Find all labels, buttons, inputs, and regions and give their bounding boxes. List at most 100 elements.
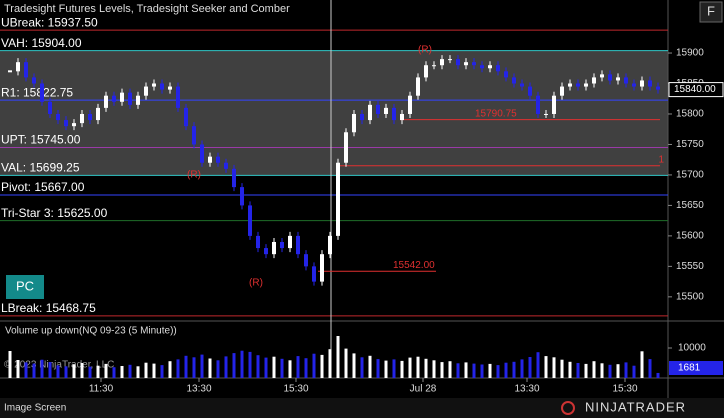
- volume-bar: [200, 354, 204, 378]
- level-label: UPT: 15745.00: [1, 133, 81, 147]
- chart-title: Tradesight Futures Levels, Tradesight Se…: [4, 3, 290, 15]
- volume-bar: [232, 353, 236, 378]
- volume-bar: [456, 363, 460, 378]
- candle: [240, 187, 244, 206]
- candle: [160, 83, 164, 90]
- last-volume-tag: [669, 361, 723, 375]
- pc-button-label[interactable]: PC: [16, 278, 34, 293]
- volume-bar: [368, 355, 372, 378]
- volume-bar: [336, 336, 340, 378]
- volume-bar: [520, 359, 524, 378]
- volume-bar: [504, 362, 508, 378]
- volume-bar: [216, 360, 220, 378]
- volume-bar: [624, 362, 628, 378]
- volume-bar: [584, 363, 588, 378]
- last-volume-label: 1681: [678, 363, 701, 374]
- volume-bar: [328, 349, 332, 378]
- volume-bar: [528, 357, 532, 378]
- volume-bar: [280, 358, 284, 378]
- volume-bar: [176, 359, 180, 378]
- volume-bar: [440, 362, 444, 378]
- volume-bar: [376, 359, 380, 378]
- candle: [648, 80, 652, 87]
- candle: [200, 144, 204, 163]
- x-tick-label: 13:30: [514, 384, 539, 395]
- candle: [600, 74, 604, 78]
- candle: [520, 83, 524, 87]
- volume-bar: [416, 356, 420, 378]
- level-label: VAH: 15904.00: [1, 36, 82, 50]
- volume-bar: [560, 359, 564, 378]
- volume-bar: [208, 358, 212, 378]
- volume-bar: [256, 355, 260, 378]
- candle: [624, 77, 628, 84]
- value-area: [0, 50, 668, 176]
- candle: [32, 77, 36, 84]
- volume-bar: [496, 365, 500, 378]
- volume-bar: [312, 353, 316, 378]
- volume-bar: [168, 361, 172, 378]
- volume-bar: [568, 361, 572, 378]
- candle: [416, 77, 420, 96]
- volume-bar: [296, 356, 300, 378]
- x-tick-label: 13:30: [186, 384, 211, 395]
- volume-bar: [40, 359, 44, 378]
- x-tick-label: Jul 28: [410, 384, 437, 395]
- volume-bar: [472, 363, 476, 378]
- candle: [336, 162, 340, 236]
- volume-bar: [320, 354, 324, 378]
- volume-bar: [184, 355, 188, 378]
- candle: [272, 241, 276, 255]
- volume-bar: [392, 359, 396, 378]
- logo: NINJATRADER: [585, 399, 686, 414]
- volume-bar: [648, 359, 652, 378]
- volume-bar: [56, 365, 60, 378]
- f-button[interactable]: [699, 1, 723, 23]
- candle: [656, 86, 660, 90]
- y-tick-label: 15900: [676, 48, 704, 59]
- volume-bar: [344, 348, 348, 378]
- volume-bar: [224, 356, 228, 378]
- volume-bar: [552, 357, 556, 378]
- candle: [216, 156, 220, 163]
- candle: [568, 83, 572, 87]
- volume-bar: [608, 364, 612, 378]
- volume-bar: [32, 363, 36, 378]
- candle: [16, 62, 20, 72]
- last-price-label: 15840.00: [674, 84, 716, 95]
- f-button-label[interactable]: F: [707, 3, 715, 18]
- level-label: R1: 15822.75: [1, 85, 73, 99]
- candle: [368, 104, 372, 121]
- y-tick-label: 10000: [678, 343, 706, 354]
- candle: [56, 113, 60, 121]
- candle: [176, 86, 180, 108]
- volume-bar: [360, 357, 364, 378]
- signal-label: (R): [418, 45, 432, 56]
- candle: [472, 62, 476, 66]
- y-tick-label: 15500: [676, 291, 704, 302]
- candle: [232, 168, 236, 188]
- candle: [48, 101, 52, 114]
- volume-bar: [592, 361, 596, 378]
- candle: [352, 113, 356, 133]
- volume-bar: [160, 365, 164, 378]
- candle: [312, 266, 316, 282]
- volume-bar: [144, 362, 148, 378]
- level-label: Tri-Star 3: 15625.00: [1, 206, 108, 220]
- candle: [432, 65, 436, 67]
- pc-button[interactable]: [6, 275, 44, 299]
- candle: [128, 92, 132, 105]
- candle: [376, 104, 380, 114]
- candle: [400, 113, 404, 121]
- candle: [120, 92, 124, 102]
- signal-label: (R): [249, 278, 263, 289]
- candle: [344, 132, 348, 163]
- last-price-tag: [668, 82, 724, 98]
- candle: [40, 83, 44, 102]
- volume-title: Volume up down(NQ 09-23 (5 Minute)): [5, 326, 177, 337]
- volume-bar: [600, 363, 604, 378]
- candle: [112, 95, 116, 102]
- volume-bar: [72, 364, 76, 378]
- volume-bar: [304, 358, 308, 378]
